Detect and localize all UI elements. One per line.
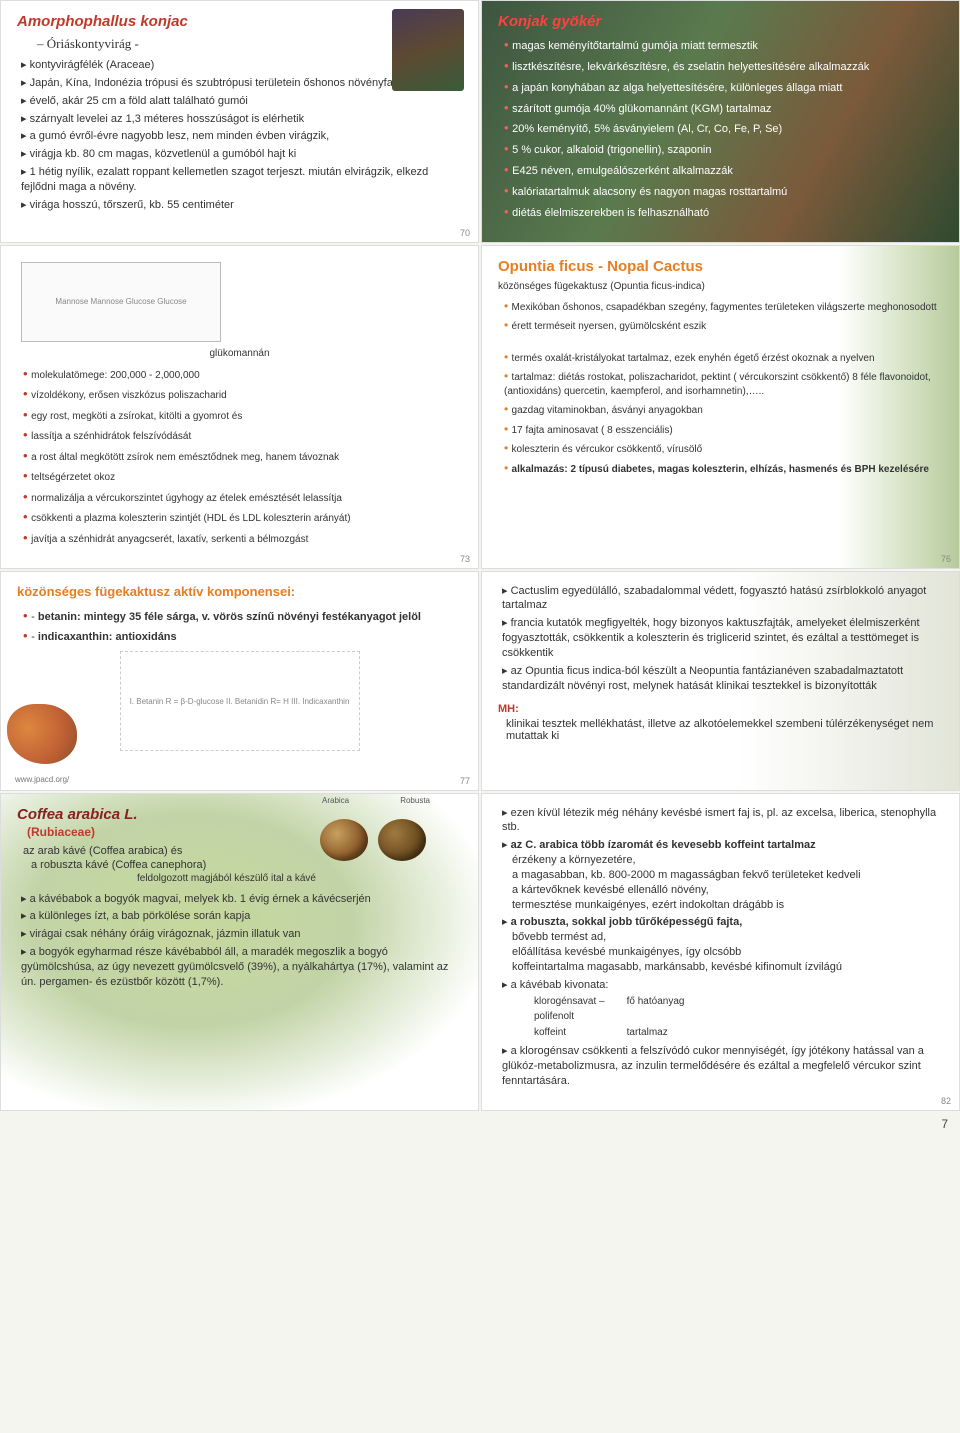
list-item: a robuszta, sokkal jobb tűrőképességű fa… bbox=[502, 915, 943, 974]
slide-number: 70 bbox=[460, 228, 470, 238]
list-item: gazdag vitaminokban, ásványi anyagokban bbox=[504, 401, 943, 418]
list-item: az C. arabica több ízaromát és kevesebb … bbox=[502, 838, 943, 912]
list-item: Mexikóban őshonos, csapadékban szegény, … bbox=[504, 298, 943, 315]
slide-title: Opuntia ficus - Nopal Cactus bbox=[498, 258, 943, 275]
list-item: javítja a szénhidrát anyagcserét, laxatí… bbox=[23, 529, 462, 547]
sub-line: a kártevőknek kevésbé ellenálló növény, bbox=[512, 883, 943, 898]
list-item: 20% keményítő, 5% ásványielem (Al, Cr, C… bbox=[504, 119, 943, 137]
slide-subtitle: közönséges fügekaktusz (Opuntia ficus-in… bbox=[498, 281, 943, 292]
list-item: alkalmazás: 2 típusú diabetes, magas kol… bbox=[504, 460, 943, 477]
slide-coffea: Arabica Robusta Coffea arabica L. (Rubia… bbox=[0, 793, 479, 1111]
slide-number: 76 bbox=[941, 554, 951, 564]
list-item: teltségérzetet okoz bbox=[23, 467, 462, 485]
list-item: 17 fajta aminosavat ( 8 esszenciális) bbox=[504, 421, 943, 438]
slide-title: közönséges fügekaktusz aktív komponensei… bbox=[17, 584, 462, 599]
bullet-list: termés oxalát-kristályokat tartalmaz, ez… bbox=[498, 349, 943, 477]
list-item: Cactuslim egyedülálló, szabadalommal véd… bbox=[502, 584, 943, 614]
list-item: évelő, akár 25 cm a föld alatt található… bbox=[21, 94, 462, 109]
list-item: tartalmaz: diétás rostokat, poliszachari… bbox=[504, 368, 943, 398]
list-item: a rost által megkötött zsírok nem emészt… bbox=[23, 447, 462, 465]
slide-title: Konjak gyökér bbox=[498, 13, 943, 30]
sub-line: előállítása kevésbé munkaigényes, így ol… bbox=[512, 945, 943, 960]
slide-cactuslim: Cactuslim egyedülálló, szabadalommal véd… bbox=[481, 571, 960, 791]
prickly-pear-image bbox=[7, 704, 77, 764]
list-item: ezen kívül létezik még néhány kevésbé is… bbox=[502, 806, 943, 836]
slide-amorphophallus: Amorphophallus konjac – Óriáskontyvirág … bbox=[0, 0, 479, 243]
sub-line: bővebb termést ad, bbox=[512, 930, 943, 945]
list-item: termés oxalát-kristályokat tartalmaz, ez… bbox=[504, 349, 943, 366]
list-item: az Opuntia ficus indica-ból készült a Ne… bbox=[502, 664, 943, 694]
list-item: magas keményítőtartalmú gumója miatt ter… bbox=[504, 36, 943, 54]
list-item: a kávébab kivonata: klorogénsavat –fő ha… bbox=[502, 978, 943, 1041]
list-item: lisztkészítésre, lekvárkészítésre, és zs… bbox=[504, 57, 943, 75]
mh-text: klinikai tesztek mellékhatást, illetve a… bbox=[506, 718, 943, 742]
list-item: érett terméseit nyersen, gyümölcsként es… bbox=[504, 317, 943, 334]
component-list: - betanin: mintegy 35 féle sárga, v. vör… bbox=[17, 607, 462, 646]
intro-line: az arab kávé (Coffea arabica) és bbox=[23, 845, 462, 857]
list-item: normalizálja a vércukorszintet úgyhogy a… bbox=[23, 488, 462, 506]
slide-active-components: közönséges fügekaktusz aktív komponensei… bbox=[0, 571, 479, 791]
list-item: a gumó évről-évre nagyobb lesz, nem mind… bbox=[21, 129, 462, 144]
list-item: lassítja a szénhidrátok felszívódását bbox=[23, 426, 462, 444]
extract-table: klorogénsavat –fő hatóanyag polifenolt k… bbox=[532, 993, 686, 1042]
slide-glucomannan: Mannose Mannose Glucose Glucose glükoman… bbox=[0, 245, 479, 569]
intro-line: feldolgozott magjából készülő ital a káv… bbox=[137, 873, 462, 884]
slide-coffee-details: ezen kívül létezik még néhány kevésbé is… bbox=[481, 793, 960, 1111]
bullet-list: magas keményítőtartalmú gumója miatt ter… bbox=[498, 36, 943, 221]
bullet-list: ezen kívül létezik még néhány kevésbé is… bbox=[498, 806, 943, 1089]
list-item: a kávébabok a bogyók magvai, melyek kb. … bbox=[21, 892, 462, 907]
slide-opuntia: Opuntia ficus - Nopal Cactus közönséges … bbox=[481, 245, 960, 569]
list-item: virága hosszú, tőrszerű, kb. 55 centimét… bbox=[21, 198, 462, 213]
list-item: 5 % cukor, alkaloid (trigonellin), szapo… bbox=[504, 140, 943, 158]
bean-label-robusta: Robusta bbox=[400, 796, 430, 805]
list-item: virágja kb. 80 cm magas, közvetlenül a g… bbox=[21, 147, 462, 162]
mh-label: MH: bbox=[498, 703, 519, 715]
citation: www.jpacd.org/ bbox=[15, 775, 69, 784]
sub-line: érzékeny a környezetére, bbox=[512, 853, 943, 868]
slide-number: 77 bbox=[460, 776, 470, 786]
list-item: szárnyalt levelei az 1,3 méteres hosszús… bbox=[21, 112, 462, 127]
list-item: - indicaxanthin: antioxidáns bbox=[23, 627, 462, 645]
top-list: Mexikóban őshonos, csapadékban szegény, … bbox=[498, 298, 943, 334]
list-item: a különleges ízt, a bab pörkölése során … bbox=[21, 909, 462, 924]
slide-title: Coffea arabica L. bbox=[17, 806, 462, 823]
slide-konjak-root: Konjak gyökér magas keményítőtartalmú gu… bbox=[481, 0, 960, 243]
list-item: koleszterin és vércukor csökkentő, vírus… bbox=[504, 440, 943, 457]
page-number: 7 bbox=[0, 1111, 960, 1137]
list-item: a japán konyhában az alga helyettesítésé… bbox=[504, 78, 943, 96]
list-item: - betanin: mintegy 35 féle sárga, v. vör… bbox=[23, 607, 462, 625]
slide-number: 82 bbox=[941, 1096, 951, 1106]
list-item: a klorogénsav csökkenti a felszívódó cuk… bbox=[502, 1044, 943, 1089]
intro-line: a robuszta kávé (Coffea canephora) bbox=[31, 859, 462, 871]
list-item: vízoldékony, erősen viszkózus poliszacha… bbox=[23, 385, 462, 403]
list-item: a bogyók egyharmad része kávébabból áll,… bbox=[21, 945, 462, 990]
slide-number: 73 bbox=[460, 554, 470, 564]
list-item: 1 hétig nyílik, ezalatt roppant kellemet… bbox=[21, 165, 462, 195]
glucomannan-label: glükomannán bbox=[17, 348, 462, 359]
sub-line: a magasabban, kb. 800-2000 m magasságban… bbox=[512, 868, 943, 883]
konjac-flower-image bbox=[392, 9, 464, 91]
list-item: diétás élelmiszerekben is felhasználható bbox=[504, 203, 943, 221]
list-item: molekulatömege: 200,000 - 2,000,000 bbox=[23, 365, 462, 383]
list-item: virágai csak néhány óráig virágoznak, já… bbox=[21, 927, 462, 942]
bean-label-arabica: Arabica bbox=[322, 796, 349, 805]
betanin-structure-image: I. Betanin R = β-D-glucose II. Betanidin… bbox=[120, 651, 360, 751]
bullet-list: molekulatömege: 200,000 - 2,000,000 vízo… bbox=[17, 365, 462, 547]
sub-line: koffeintartalma magasabb, markánsabb, ke… bbox=[512, 960, 943, 975]
list-item: szárított gumója 40% glükomannánt (KGM) … bbox=[504, 99, 943, 117]
list-item: francia kutatók megfigyelték, hogy bizon… bbox=[502, 616, 943, 661]
sub-line: termesztése munkaigényes, ezért indokolt… bbox=[512, 898, 943, 913]
list-item: kalóriatartalmuk alacsony és nagyon maga… bbox=[504, 182, 943, 200]
list-item: egy rost, megköti a zsírokat, kitölti a … bbox=[23, 406, 462, 424]
bullet-list: a kávébabok a bogyók magvai, melyek kb. … bbox=[17, 892, 462, 990]
slide-subtitle: (Rubiaceae) bbox=[27, 825, 462, 839]
chemical-structure-image: Mannose Mannose Glucose Glucose bbox=[21, 262, 221, 342]
list-item: E425 néven, emulgeálószerként alkalmazzá… bbox=[504, 161, 943, 179]
bullet-list: Cactuslim egyedülálló, szabadalommal véd… bbox=[498, 584, 943, 694]
list-item: csökkenti a plazma koleszterin szintjét … bbox=[23, 508, 462, 526]
